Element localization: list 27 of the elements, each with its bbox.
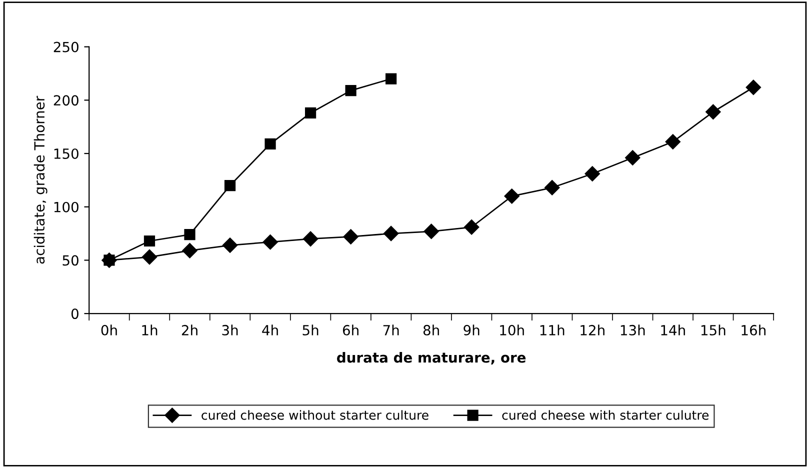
- x-tick-label: 11h: [540, 324, 564, 336]
- x-tick-label: 3h: [222, 324, 238, 336]
- x-tick-label: 12h: [580, 324, 604, 336]
- x-axis-title: durata de maturare, ore: [337, 352, 526, 365]
- x-tick-label: 9h: [464, 324, 480, 336]
- x-tick-label: 8h: [423, 324, 439, 336]
- x-tick-label: 14h: [661, 324, 685, 336]
- x-tick-label: 1h: [142, 324, 158, 336]
- legend-label: cured cheese without starter culture: [202, 410, 428, 420]
- x-tick-label: 7h: [383, 324, 399, 336]
- x-tick-label: 2h: [182, 324, 198, 336]
- x-tick-label: 6h: [342, 324, 358, 336]
- x-tick-label: 13h: [620, 324, 645, 336]
- x-tick-label: 15h: [701, 324, 726, 336]
- legend-label: cured cheese with starter culutre: [502, 410, 709, 420]
- y-tick-label: 150: [54, 148, 78, 159]
- y-tick-label: 250: [54, 42, 78, 52]
- y-tick-label: 0: [71, 308, 78, 320]
- x-tick-label: 16h: [742, 324, 766, 336]
- y-tick-label: 50: [62, 255, 78, 266]
- y-axis-title: aciditate, grade Thorner: [34, 96, 48, 264]
- x-tick-label: 10h: [500, 324, 524, 336]
- x-tick-label: 0h: [101, 324, 117, 336]
- x-tick-label: 5h: [302, 324, 318, 336]
- y-tick-label: 100: [54, 202, 78, 212]
- y-tick-label: 200: [54, 95, 78, 106]
- x-tick-label: 4h: [262, 324, 278, 336]
